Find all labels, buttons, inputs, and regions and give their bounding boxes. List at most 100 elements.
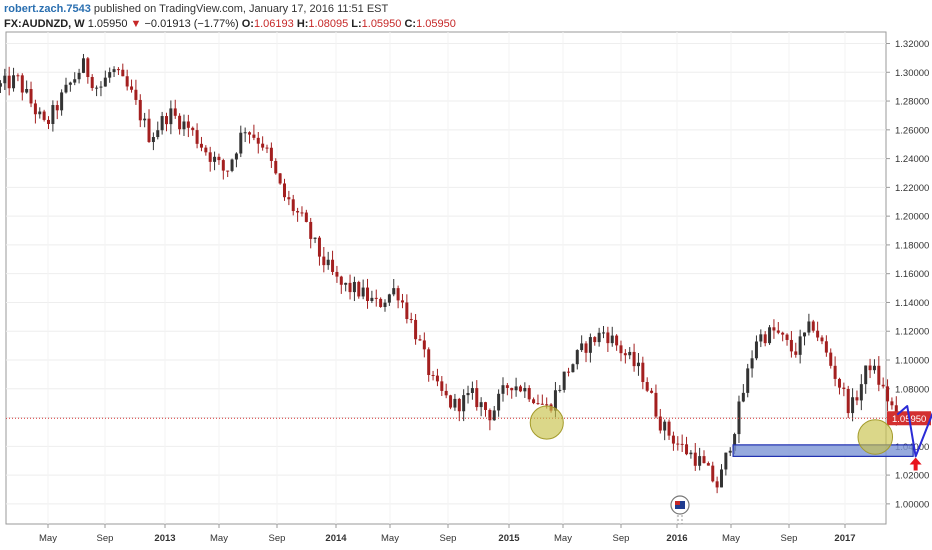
candle-body <box>785 334 789 340</box>
candle-body <box>143 118 147 121</box>
candle-body <box>488 409 492 421</box>
x-tick-label: May <box>381 533 399 544</box>
low-label: L: <box>351 18 362 30</box>
candle-body <box>886 386 890 402</box>
low-value: 1.05950 <box>361 18 402 30</box>
candle-body <box>859 384 863 401</box>
candle-body <box>794 351 798 355</box>
author-link[interactable]: robert.zach.7543 <box>4 3 91 15</box>
candle-body <box>514 386 518 391</box>
candle-body <box>33 103 37 115</box>
candle-body <box>864 365 868 385</box>
candle-body <box>3 75 7 84</box>
last-price: 1.05950 <box>87 18 128 30</box>
candle-body <box>282 183 286 198</box>
candle-body <box>400 300 404 303</box>
candle-body <box>165 116 168 125</box>
x-tick-label: Sep <box>97 533 114 544</box>
candle-body <box>42 111 46 120</box>
candle-body <box>497 393 501 411</box>
candle-body <box>776 330 780 333</box>
candle-body <box>186 121 190 128</box>
candle-body <box>0 83 2 87</box>
candle-body <box>545 404 549 406</box>
projection-line[interactable] <box>896 199 932 458</box>
candle-body <box>457 398 461 412</box>
candle-body <box>265 147 269 149</box>
up-arrow-icon <box>909 457 922 471</box>
candle-body <box>833 365 837 379</box>
candle-body <box>872 365 876 371</box>
candle-body <box>138 99 142 121</box>
open-label: O: <box>241 18 254 30</box>
candle-body <box>798 336 802 355</box>
candle-body <box>763 334 767 344</box>
candle-body <box>501 385 505 394</box>
open-value: 1.06193 <box>253 18 294 30</box>
candle-body <box>440 381 444 391</box>
candle-body <box>182 121 186 130</box>
candle-body <box>81 58 85 73</box>
symbol-label[interactable]: FX:AUDNZD, W <box>4 18 85 30</box>
x-tick-label: May <box>210 533 228 544</box>
publish-line: robert.zach.7543 published on TradingVie… <box>4 3 388 15</box>
candle-body <box>387 294 391 303</box>
candle-body <box>536 403 540 405</box>
candle-body <box>711 465 715 482</box>
candle-body <box>248 132 252 135</box>
candle-body <box>317 237 321 257</box>
candle-body <box>615 335 619 346</box>
y-tick-label: 1.02000 <box>895 471 929 482</box>
candle-body <box>636 362 640 367</box>
candle-body <box>641 362 645 383</box>
candle-body <box>553 390 557 411</box>
candle-body <box>706 463 710 466</box>
support-zone[interactable] <box>732 444 914 457</box>
candle-body <box>689 452 693 455</box>
y-tick-label: 1.00000 <box>895 499 929 510</box>
flag-icon-canton <box>675 501 680 505</box>
y-tick-label: 1.28000 <box>895 97 929 108</box>
x-tick-label: 2013 <box>154 533 175 544</box>
highlight-circle[interactable] <box>857 419 894 455</box>
candle-body <box>396 288 400 301</box>
candle-body <box>610 335 614 344</box>
candle-body <box>837 378 841 388</box>
candle-body <box>470 388 474 393</box>
candle-body <box>178 115 182 130</box>
candle-body <box>90 77 94 89</box>
candle-body <box>768 327 772 344</box>
candle-body <box>12 75 16 89</box>
candle-body <box>204 147 208 153</box>
candle-body <box>130 86 134 90</box>
candle-body <box>741 392 745 402</box>
candle-body <box>575 350 579 365</box>
candle-body <box>597 332 601 343</box>
y-tick-label: 1.10000 <box>895 356 929 367</box>
candle-body <box>562 371 566 390</box>
candle-body <box>269 147 273 161</box>
candle-body <box>685 444 689 455</box>
candle-body <box>667 421 671 436</box>
candle-body <box>86 58 90 78</box>
candle-body <box>527 388 531 400</box>
candle-body <box>462 395 466 412</box>
candle-body <box>374 297 378 299</box>
chart-header: robert.zach.7543 published on TradingVie… <box>4 1 928 31</box>
candle-body <box>877 365 881 385</box>
x-tick-label: Sep <box>781 533 798 544</box>
candle-body <box>750 358 754 369</box>
highlight-circle[interactable] <box>529 405 564 440</box>
candle-body <box>435 375 439 382</box>
candle-body <box>125 76 129 87</box>
candle-body <box>199 143 203 148</box>
candle-body <box>99 86 103 88</box>
candle-body <box>309 221 313 239</box>
candle-body <box>25 89 29 93</box>
candle-body <box>256 137 260 144</box>
y-tick-label: 1.18000 <box>895 240 929 251</box>
candle-body <box>383 302 387 307</box>
candle-body <box>361 287 365 297</box>
candle-body <box>680 443 684 445</box>
